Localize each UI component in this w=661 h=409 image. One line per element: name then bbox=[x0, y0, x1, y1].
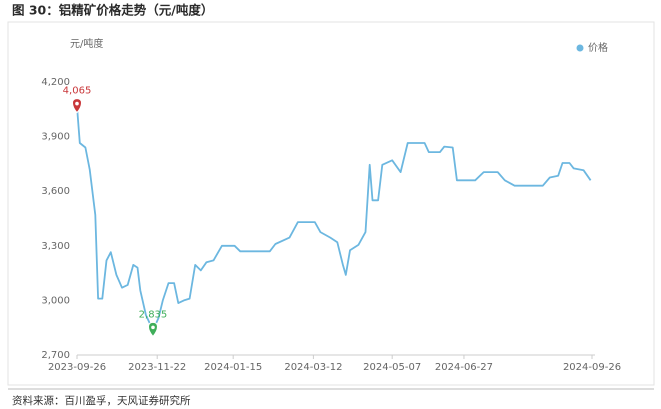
chart-title: 图 30：铝精矿价格走势（元/吨度） bbox=[12, 3, 213, 18]
x-tick-label: 2024-01-15 bbox=[204, 362, 262, 373]
x-tick-label: 2024-09-26 bbox=[563, 362, 621, 373]
source: 资料来源：百川盈孚，天风证券研究所 bbox=[12, 394, 191, 407]
marker-label: 4,065 bbox=[63, 86, 92, 97]
y-tick-label: 4,200 bbox=[41, 77, 70, 88]
x-tick-label: 2024-03-12 bbox=[284, 362, 342, 373]
chart-frame bbox=[7, 21, 655, 386]
marker-pin bbox=[72, 98, 82, 114]
y-axis-label: 元/吨度 bbox=[70, 37, 103, 50]
x-tick-label: 2024-05-07 bbox=[363, 362, 421, 373]
price-line bbox=[76, 106, 592, 332]
marker-dot bbox=[75, 101, 79, 106]
y-tick-label: 2,700 bbox=[41, 350, 70, 361]
x-tick-label: 2023-11-22 bbox=[128, 362, 186, 373]
y-tick-label: 3,900 bbox=[41, 132, 70, 143]
y-tick-label: 3,600 bbox=[41, 186, 70, 197]
x-tick-label: 2023-09-26 bbox=[48, 362, 106, 373]
marker-label: 2,835 bbox=[139, 309, 168, 320]
legend-label: 价格 bbox=[588, 41, 608, 54]
marker-pin bbox=[147, 321, 158, 338]
marker-dot bbox=[151, 325, 155, 330]
y-tick-label: 3,000 bbox=[41, 295, 70, 306]
y-tick-label: 3,300 bbox=[41, 241, 70, 252]
legend-swatch bbox=[576, 44, 584, 52]
x-tick-label: 2024-06-27 bbox=[435, 362, 493, 373]
